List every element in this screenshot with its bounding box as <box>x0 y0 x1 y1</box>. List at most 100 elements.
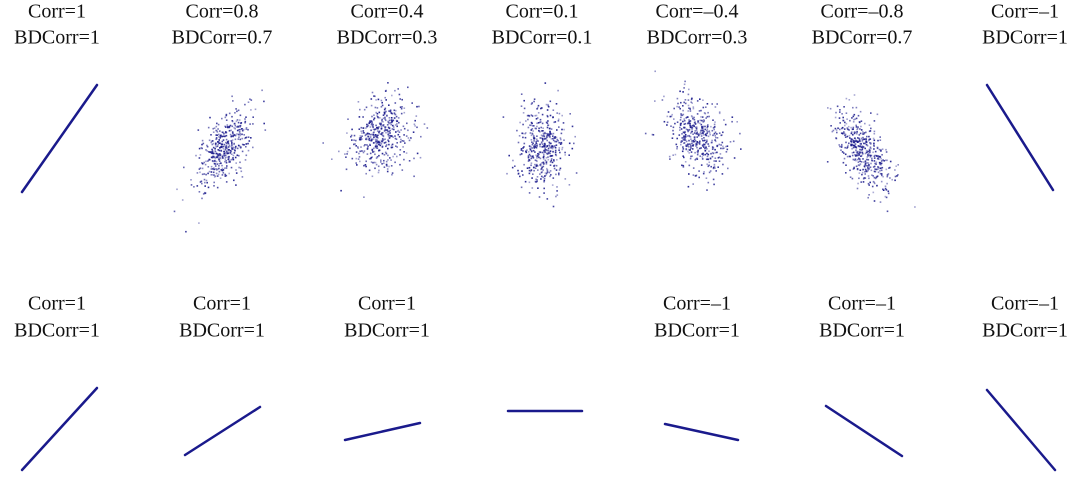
scatter-dot <box>683 123 686 125</box>
scatter-dot <box>681 164 683 167</box>
scatter-dot <box>546 114 549 117</box>
scatter-dot <box>527 118 529 121</box>
scatter-dot <box>673 107 675 110</box>
scatter-dot <box>228 157 230 159</box>
scatter-dot <box>384 116 386 119</box>
scatter-dot <box>222 172 225 174</box>
scatter-dot <box>713 163 716 166</box>
scatter-dot <box>552 132 555 135</box>
scatter-dot <box>706 128 709 131</box>
scatter-dot <box>839 109 841 111</box>
scatter-dot <box>678 134 681 136</box>
scatter-dot <box>867 162 870 164</box>
scatter-dot <box>384 107 387 110</box>
scatter-dot <box>540 134 543 136</box>
scatter-dot <box>525 150 527 153</box>
bdcorr-label: BDCorr=1 <box>819 320 905 342</box>
scatter-dot <box>522 150 524 152</box>
scatter-dot <box>568 184 571 186</box>
scatter-dot <box>389 136 392 138</box>
scatter-dot <box>868 135 870 138</box>
scatter-dot <box>214 150 217 153</box>
scatter-dot <box>215 169 218 171</box>
scatter-dot <box>691 142 693 145</box>
scatter-dot <box>708 115 710 118</box>
scatter-dot <box>401 140 404 142</box>
scatter-dot <box>853 159 856 161</box>
scatter-dot <box>226 150 228 152</box>
scatter-dot <box>213 185 215 187</box>
scatter-dot <box>684 131 686 134</box>
scatter-dot <box>854 131 857 134</box>
scatter-dot <box>245 154 248 157</box>
scatter-dot <box>860 143 862 145</box>
scatter-dot <box>225 134 228 137</box>
scatter-dot <box>882 188 884 191</box>
scatter-dot <box>374 153 376 156</box>
scatter-dot <box>396 125 398 128</box>
scatter-dot <box>855 139 857 142</box>
scatter-dot <box>694 143 697 146</box>
bdcorr-label: BDCorr=1 <box>344 320 430 342</box>
scatter-dot <box>247 142 249 145</box>
scatter-dot <box>244 159 247 161</box>
scatter-dot <box>692 139 695 142</box>
scatter-dot <box>685 144 688 146</box>
scatter-dot <box>830 125 832 127</box>
scatter-dot <box>206 144 208 147</box>
scatter-dot <box>541 130 543 132</box>
scatter-dot <box>557 120 560 122</box>
scatter-dot <box>389 132 391 134</box>
scatter-dot <box>840 146 843 148</box>
scatter-dot <box>872 151 874 154</box>
scatter-dot <box>850 132 853 135</box>
scatter-dot <box>234 149 236 152</box>
scatter-dot <box>225 146 227 149</box>
scatter-dot <box>388 104 390 106</box>
scatter-dot <box>861 147 864 149</box>
scatter-dot <box>534 151 536 153</box>
scatter-dot <box>534 180 537 183</box>
scatter-dot <box>548 141 551 144</box>
scatter-dot <box>227 140 230 142</box>
scatter-dot <box>681 137 683 139</box>
scatter-dot <box>859 169 862 171</box>
scatter-dot <box>718 156 721 159</box>
scatter-dot <box>549 170 552 172</box>
scatter-dot <box>346 132 348 134</box>
scatter-dot <box>849 176 852 178</box>
scatter-dot <box>536 138 538 141</box>
scatter-dot <box>387 135 390 137</box>
scatter-dot <box>553 121 555 124</box>
scatter-dot <box>561 128 563 131</box>
scatter-dot <box>519 175 521 178</box>
scatter-dot <box>862 131 864 133</box>
scatter-dot <box>221 164 223 167</box>
scatter-dot <box>517 169 519 172</box>
scatter-dot <box>215 172 218 175</box>
scatter-dot <box>383 138 385 141</box>
scatter-dot <box>519 153 522 156</box>
scatter-dot <box>550 158 553 160</box>
scatter-dot <box>357 158 360 160</box>
scatter-dot <box>375 157 378 159</box>
scatter-dot <box>397 88 399 90</box>
scatter-dot <box>868 148 871 151</box>
scatter-dot <box>229 151 232 154</box>
scatter-dot <box>384 126 387 129</box>
scatter-dot <box>696 143 698 146</box>
scatter-dot <box>535 118 538 120</box>
scatter-dot <box>556 190 558 192</box>
scatter-dot <box>384 111 386 114</box>
scatter-dot <box>198 147 201 150</box>
scatter-dot <box>854 158 857 160</box>
scatter-dot <box>864 171 866 173</box>
scatter-dot <box>241 129 244 132</box>
scatter-dot <box>703 119 705 122</box>
scatter-dot <box>554 145 556 147</box>
scatter-dot <box>546 139 548 142</box>
scatter-dot <box>848 129 850 131</box>
scatter-dot <box>376 112 379 115</box>
scatter-dot <box>690 155 692 158</box>
scatter-dot <box>535 178 537 181</box>
